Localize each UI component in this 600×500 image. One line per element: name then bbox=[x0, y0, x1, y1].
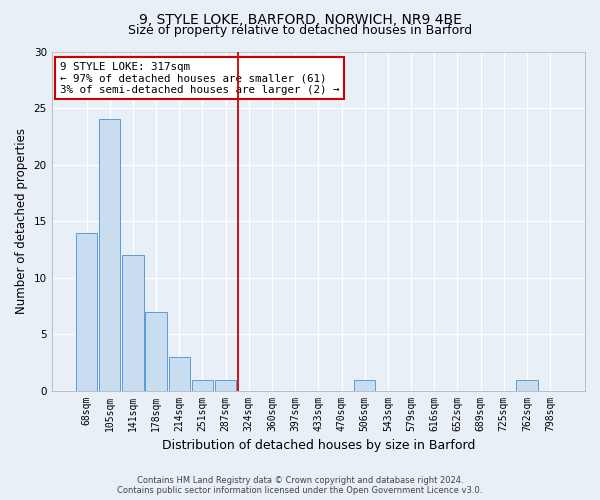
Y-axis label: Number of detached properties: Number of detached properties bbox=[15, 128, 28, 314]
Bar bbox=[145, 312, 167, 391]
Bar bbox=[354, 380, 376, 391]
Text: Contains HM Land Registry data © Crown copyright and database right 2024.
Contai: Contains HM Land Registry data © Crown c… bbox=[118, 476, 482, 495]
Bar bbox=[215, 380, 236, 391]
Text: Size of property relative to detached houses in Barford: Size of property relative to detached ho… bbox=[128, 24, 472, 37]
Bar bbox=[76, 232, 97, 391]
Bar bbox=[169, 357, 190, 391]
Bar bbox=[192, 380, 213, 391]
Text: 9, STYLE LOKE, BARFORD, NORWICH, NR9 4BE: 9, STYLE LOKE, BARFORD, NORWICH, NR9 4BE bbox=[139, 12, 461, 26]
Text: 9 STYLE LOKE: 317sqm
← 97% of detached houses are smaller (61)
3% of semi-detach: 9 STYLE LOKE: 317sqm ← 97% of detached h… bbox=[59, 62, 339, 95]
Bar bbox=[99, 120, 121, 391]
Bar bbox=[516, 380, 538, 391]
Bar bbox=[122, 255, 143, 391]
X-axis label: Distribution of detached houses by size in Barford: Distribution of detached houses by size … bbox=[161, 440, 475, 452]
